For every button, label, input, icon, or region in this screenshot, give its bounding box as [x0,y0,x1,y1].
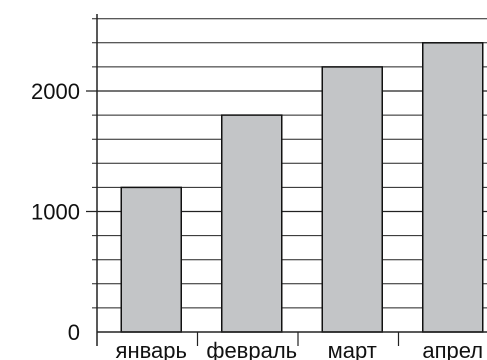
bars [120,42,484,333]
bar-1 [120,186,182,333]
y-tick-label: 1000 [31,200,80,225]
x-tick-label: январь [116,338,187,360]
x-tick-label: апрел [422,338,483,360]
x-tick-label: март [328,338,377,360]
y-tick-label: 0 [68,320,80,345]
y-tick-labels: 0 1000 2000 [31,79,80,345]
bar-3 [321,66,383,333]
axes [96,14,487,346]
bar-2 [221,114,283,333]
bar-4 [422,42,484,333]
x-tick-labels: январь февраль март апрел [116,338,484,360]
x-tick-label: февраль [206,338,297,360]
y-tick-label: 2000 [31,79,80,104]
